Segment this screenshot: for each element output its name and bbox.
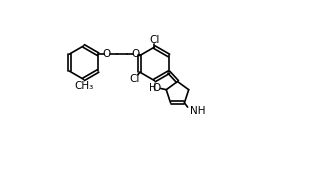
Text: Cl: Cl — [149, 35, 160, 45]
Text: CH₃: CH₃ — [74, 81, 93, 91]
Text: Cl: Cl — [129, 74, 140, 84]
Text: NH: NH — [190, 106, 205, 116]
Text: H: H — [149, 83, 157, 93]
Text: O: O — [132, 49, 140, 59]
Text: O: O — [152, 83, 160, 93]
Text: O: O — [102, 49, 111, 59]
